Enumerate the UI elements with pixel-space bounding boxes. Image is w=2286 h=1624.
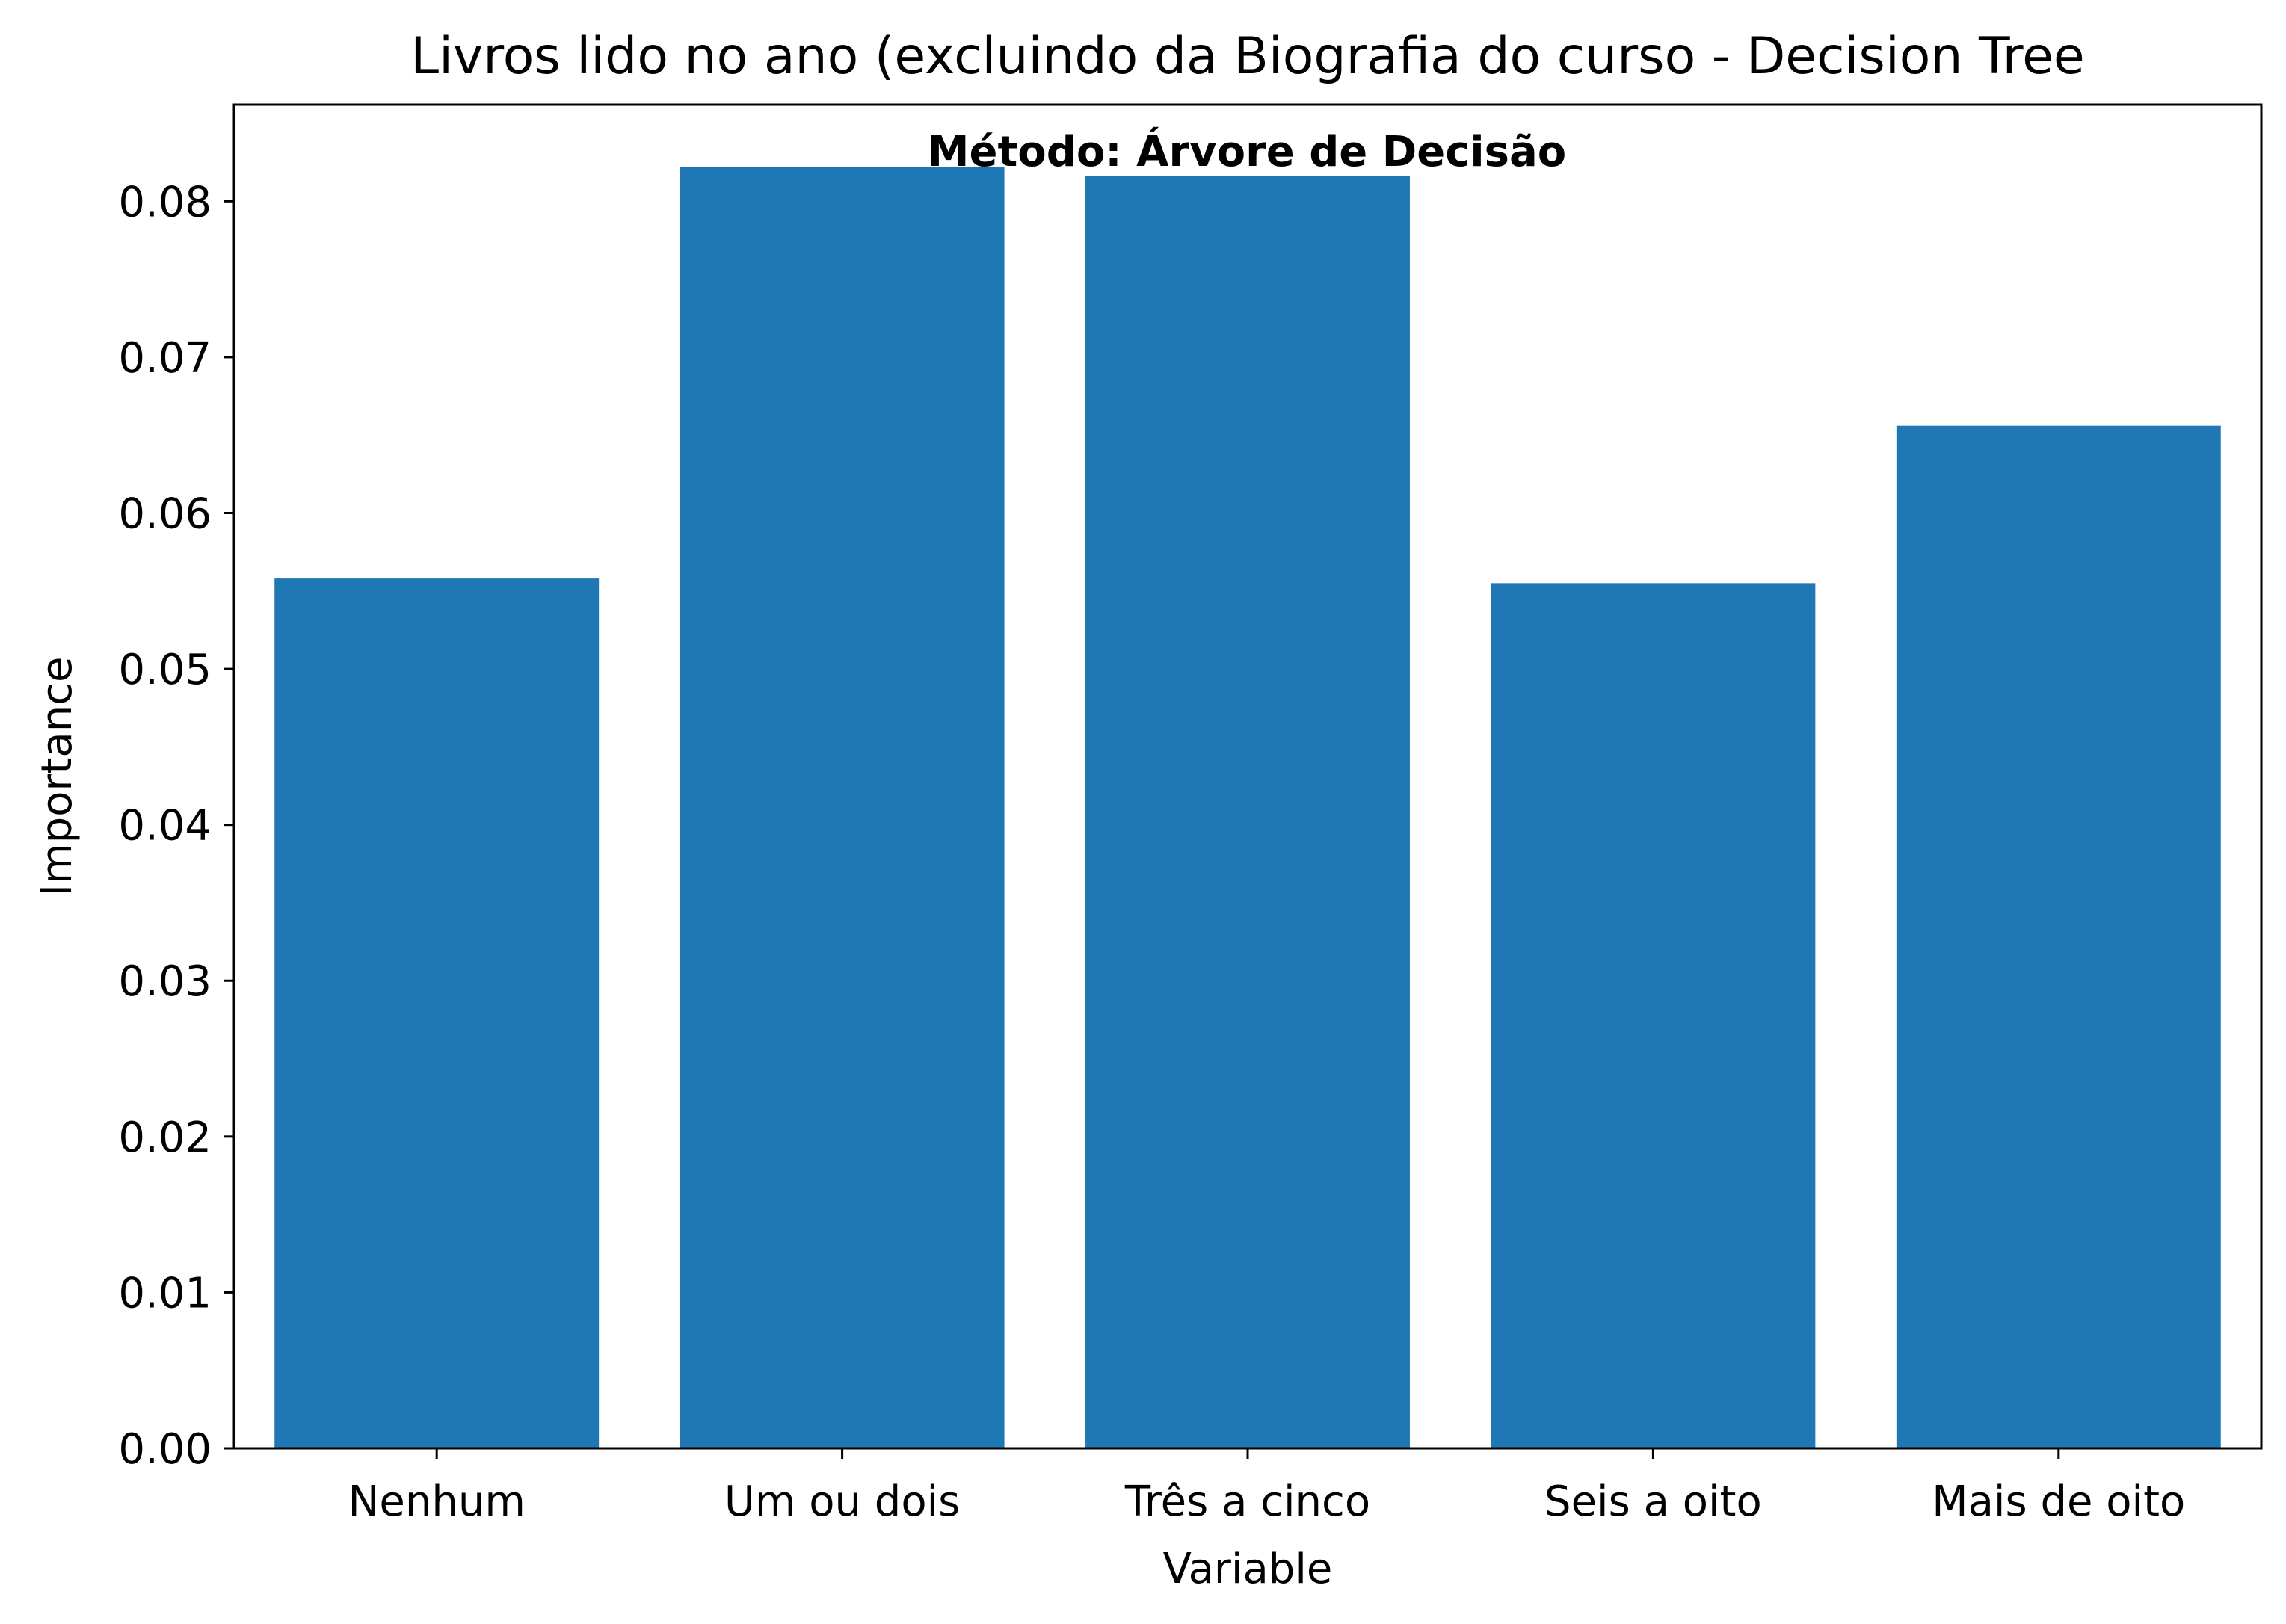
- plot-frame: [232, 103, 2263, 1450]
- y-tick-label: 0.06: [118, 490, 212, 538]
- x-ticks-group: Nenhum Um ou dois Três a cinco Seis a oito M…: [348, 1448, 2185, 1526]
- bar-seis-a-oito: [1491, 583, 1816, 1448]
- y-ticks-group: 0.00 0.01 0.02 0.03 0.04 0.05 0.06 0.07 0.08: [118, 178, 234, 1474]
- x-tick-label: Três a cinco: [1124, 1478, 1370, 1526]
- y-tick-label: 0.01: [118, 1269, 212, 1318]
- y-tick-label: 0.07: [118, 334, 212, 383]
- x-axis-title: Variable: [1163, 1545, 1333, 1593]
- x-tick-label: Mais de oito: [1932, 1478, 2185, 1526]
- bar-tr-s-a-cinco: [1085, 176, 1410, 1448]
- bar-um-ou-dois: [680, 167, 1005, 1449]
- y-tick-label: 0.02: [118, 1114, 212, 1162]
- y-tick-label: 0.04: [118, 802, 212, 850]
- y-tick-label: 0.05: [118, 646, 212, 694]
- chart-title: Livros lido no ano (excluindo da Biograf…: [410, 27, 2084, 86]
- y-tick-label: 0.03: [118, 957, 212, 1006]
- x-tick-label: Um ou dois: [724, 1478, 960, 1526]
- y-tick-label: 0.08: [118, 178, 212, 226]
- y-axis-title: Importance: [33, 657, 81, 897]
- method-annotation: Método: Árvore de Decisão: [928, 128, 1566, 176]
- bar-nenhum: [274, 578, 600, 1449]
- x-tick-label: Seis a oito: [1544, 1478, 1762, 1526]
- bars-group: [274, 167, 2221, 1449]
- y-tick-label: 0.00: [118, 1425, 212, 1474]
- bar-mais-de-oito: [1896, 425, 2221, 1448]
- x-tick-label: Nenhum: [348, 1478, 526, 1526]
